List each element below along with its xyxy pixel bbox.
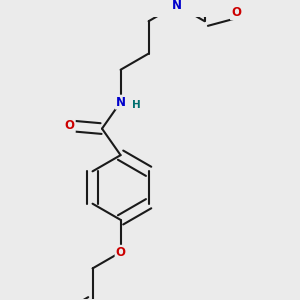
Text: N: N [116,96,126,109]
Text: H: H [132,100,141,110]
Text: O: O [116,246,126,259]
Text: O: O [65,119,75,132]
Text: N: N [172,0,182,11]
Text: O: O [231,6,241,19]
